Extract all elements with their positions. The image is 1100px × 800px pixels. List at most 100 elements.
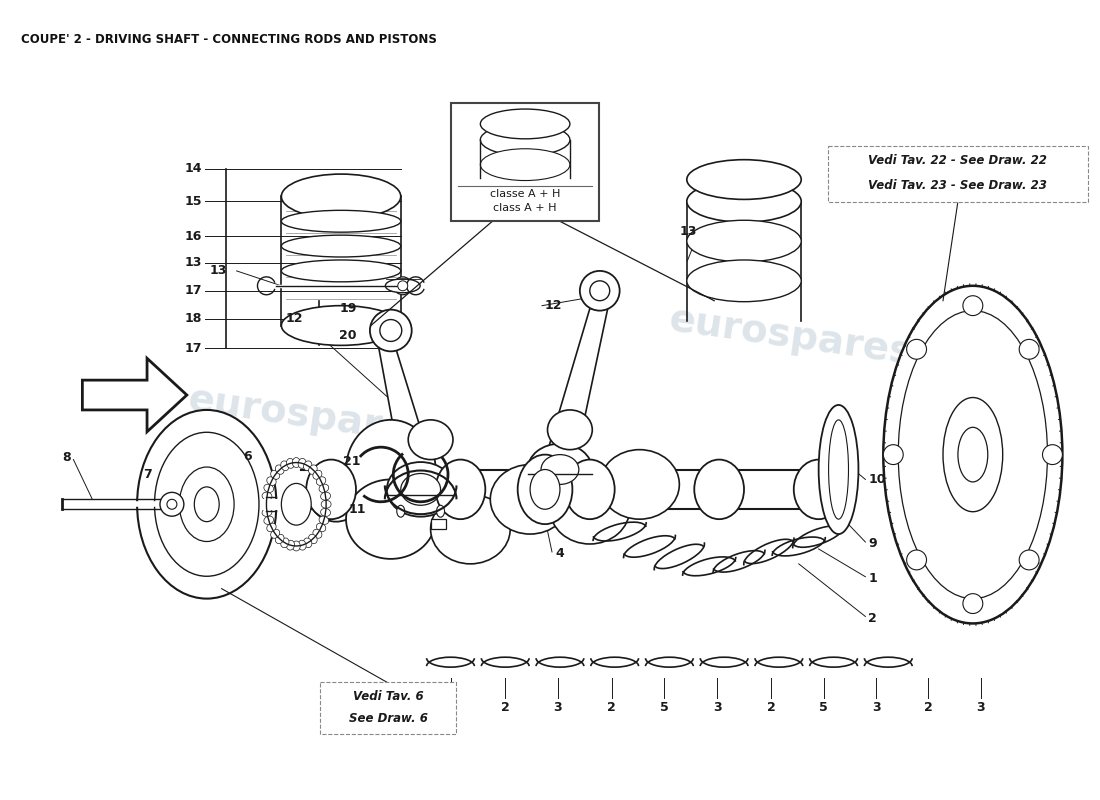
Ellipse shape	[491, 465, 570, 534]
Ellipse shape	[286, 458, 295, 468]
Text: 2: 2	[924, 702, 933, 714]
Ellipse shape	[282, 306, 400, 346]
Ellipse shape	[528, 444, 592, 495]
Text: Vedi Tav. 23 - See Draw. 23: Vedi Tav. 23 - See Draw. 23	[869, 179, 1047, 192]
Ellipse shape	[481, 109, 570, 139]
Ellipse shape	[271, 470, 279, 479]
Ellipse shape	[400, 474, 441, 506]
Text: 4: 4	[556, 547, 563, 561]
Ellipse shape	[293, 458, 300, 467]
Ellipse shape	[280, 461, 289, 470]
Text: 13: 13	[185, 257, 201, 270]
Text: 17: 17	[185, 342, 201, 355]
Ellipse shape	[686, 181, 801, 222]
Ellipse shape	[686, 260, 801, 302]
Ellipse shape	[298, 540, 306, 550]
Ellipse shape	[818, 405, 858, 534]
Text: 16: 16	[185, 230, 201, 242]
Ellipse shape	[306, 459, 356, 519]
Ellipse shape	[437, 506, 444, 517]
Text: Vedi Tav. 22 - See Draw. 22: Vedi Tav. 22 - See Draw. 22	[869, 154, 1047, 167]
Ellipse shape	[906, 550, 926, 570]
Text: Vedi Tav. 6: Vedi Tav. 6	[353, 690, 424, 703]
Ellipse shape	[167, 499, 177, 510]
Ellipse shape	[580, 271, 619, 310]
Text: 13: 13	[210, 265, 227, 278]
Ellipse shape	[160, 492, 184, 516]
Ellipse shape	[398, 281, 408, 290]
Ellipse shape	[304, 461, 312, 470]
Ellipse shape	[312, 530, 322, 538]
Ellipse shape	[282, 210, 400, 232]
Ellipse shape	[394, 277, 411, 294]
Ellipse shape	[828, 420, 848, 519]
Text: 7: 7	[143, 468, 152, 481]
Ellipse shape	[282, 260, 400, 282]
Polygon shape	[82, 358, 187, 432]
Ellipse shape	[317, 477, 326, 486]
Text: 20: 20	[339, 329, 356, 342]
Ellipse shape	[346, 479, 436, 559]
Ellipse shape	[370, 310, 411, 351]
Ellipse shape	[262, 492, 272, 500]
Ellipse shape	[686, 220, 801, 262]
Ellipse shape	[550, 474, 629, 544]
Ellipse shape	[379, 319, 401, 342]
Ellipse shape	[346, 420, 436, 519]
Ellipse shape	[262, 500, 272, 508]
Text: 5: 5	[820, 702, 828, 714]
Ellipse shape	[548, 410, 592, 450]
Ellipse shape	[694, 459, 744, 519]
Ellipse shape	[590, 281, 609, 301]
Ellipse shape	[298, 458, 306, 468]
Ellipse shape	[282, 235, 400, 257]
Text: 3: 3	[553, 702, 562, 714]
Ellipse shape	[481, 149, 570, 181]
Text: 2: 2	[607, 702, 616, 714]
Ellipse shape	[319, 516, 329, 524]
Text: 8: 8	[62, 451, 70, 464]
Text: 12: 12	[544, 299, 562, 312]
Polygon shape	[430, 519, 446, 529]
Text: 19: 19	[339, 302, 356, 315]
Text: eurospares: eurospares	[185, 380, 433, 452]
Ellipse shape	[1020, 339, 1040, 359]
Text: 17: 17	[185, 284, 201, 298]
Ellipse shape	[962, 594, 982, 614]
Ellipse shape	[943, 398, 1003, 512]
Ellipse shape	[309, 534, 317, 544]
Ellipse shape	[262, 508, 272, 517]
Ellipse shape	[408, 420, 453, 459]
Text: COUPE' 2 - DRIVING SHAFT - CONNECTING RODS AND PISTONS: COUPE' 2 - DRIVING SHAFT - CONNECTING RO…	[21, 33, 437, 46]
Text: 6: 6	[243, 450, 252, 463]
Ellipse shape	[481, 124, 570, 156]
Text: 3: 3	[713, 702, 722, 714]
Ellipse shape	[1043, 445, 1063, 465]
Text: classe A + H: classe A + H	[490, 190, 560, 199]
Ellipse shape	[600, 450, 680, 519]
Polygon shape	[378, 348, 432, 467]
Ellipse shape	[286, 540, 295, 550]
Ellipse shape	[686, 160, 801, 199]
Text: 15: 15	[185, 195, 201, 208]
Ellipse shape	[518, 454, 572, 524]
Ellipse shape	[317, 523, 326, 532]
Text: 13: 13	[680, 225, 696, 238]
Ellipse shape	[267, 523, 276, 532]
FancyBboxPatch shape	[320, 682, 456, 734]
Text: 9: 9	[868, 538, 877, 550]
Text: 10: 10	[868, 473, 886, 486]
Ellipse shape	[397, 506, 405, 517]
Ellipse shape	[320, 508, 330, 517]
Ellipse shape	[275, 534, 284, 544]
FancyBboxPatch shape	[451, 102, 600, 221]
Ellipse shape	[436, 459, 485, 519]
Text: 3: 3	[977, 702, 986, 714]
Ellipse shape	[319, 484, 329, 493]
Text: 2: 2	[868, 612, 877, 625]
Ellipse shape	[280, 538, 289, 548]
Ellipse shape	[321, 500, 331, 508]
Ellipse shape	[271, 530, 279, 538]
Text: 12: 12	[286, 312, 304, 325]
Polygon shape	[548, 309, 607, 450]
